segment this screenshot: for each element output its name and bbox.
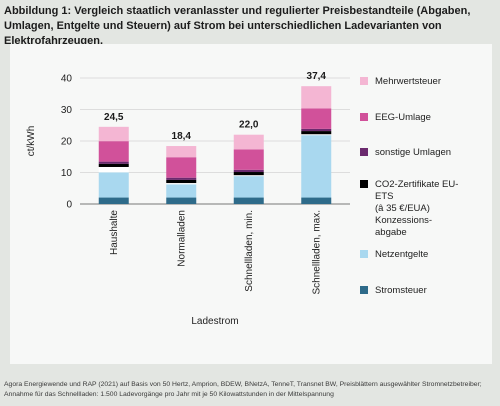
x-tick-label: Haushalte: [109, 210, 120, 255]
legend: Mehrwertsteuer EEG-Umlage sonstige Umlagen…: [360, 76, 458, 296]
legend-label: Mehrwertsteuer: [375, 76, 441, 87]
legend-label: EEG-Umlage: [375, 112, 431, 123]
bar-segment-eeg-umlage: [166, 157, 197, 178]
legend-swatch: [360, 113, 368, 121]
figure-title: Abbildung 1: Vergleich staatlich veranla…: [4, 5, 471, 47]
source-note: Agora Energiewende und RAP (2021) auf Ba…: [4, 381, 482, 398]
bar-segment-mehrwertsteuer: [98, 126, 129, 142]
bar-segment-mehrwertsteuer: [166, 146, 197, 158]
legend-label: sonstige Umlagen: [375, 147, 451, 158]
y-tick-label: 30: [61, 105, 73, 116]
x-tick-label: Schnellladen, max.: [311, 210, 322, 295]
total-label: 24,5: [104, 112, 124, 123]
y-tick-label: 20: [61, 137, 73, 148]
total-label: 37,4: [307, 71, 327, 82]
bar-segment-netzentgelte: [166, 184, 197, 198]
y-axis: 0 10 20 30 40: [61, 74, 73, 211]
x-tick-label: Schnellladen, min.: [244, 210, 255, 292]
bar-segment-konzessions-abgabe: [98, 166, 129, 173]
y-tick-label: 0: [66, 200, 72, 211]
bar-segment-stromsteuer: [166, 197, 197, 204]
bar-segment-stromsteuer: [233, 197, 264, 204]
bar-segment-sonstige-umlagen: [166, 177, 197, 180]
stacked-bar-chart: 24,5 18,4 22,0 37,4 0 10 20 30 40 Haushalte Norm…: [26, 71, 458, 327]
bar-segment-co2-zertifikate-eu-ets-35-eua-: [166, 179, 197, 184]
bars: 24,5 18,4 22,0 37,4: [98, 71, 332, 204]
bar-segment-netzentgelte: [233, 176, 264, 198]
total-label: 18,4: [172, 131, 192, 142]
x-tick-label: Normalladen: [176, 210, 187, 267]
bar-segment-konzessions-abgabe: [301, 134, 332, 136]
bar-segment-eeg-umlage: [98, 141, 129, 162]
legend-label: CO2-Zertifikate EU-ETS (â 35 €/EUA) Konzes…: [375, 179, 458, 238]
x-axis-label: Ladestrom: [191, 316, 238, 327]
bar-segment-sonstige-umlagen: [301, 128, 332, 132]
bar-segment-co2-zertifikate-eu-ets-35-eua-: [98, 163, 129, 167]
bar-segment-konzessions-abgabe: [166, 183, 197, 185]
bar-segment-co2-zertifikate-eu-ets-35-eua-: [301, 131, 332, 135]
total-label: 22,0: [239, 120, 259, 131]
bar-segment-stromsteuer: [301, 197, 332, 204]
bar-segment-eeg-umlage: [301, 108, 332, 129]
chart-panel: 24,5 18,4 22,0 37,4 0 10 20 30 40 Haushalte Norm…: [10, 44, 492, 364]
y-tick-label: 10: [61, 168, 73, 179]
bar-segment-sonstige-umlagen: [233, 169, 264, 173]
bar-segment-netzentgelte: [301, 135, 332, 198]
bar-segment-stromsteuer: [98, 197, 129, 204]
x-axis: Haushalte Normalladen Schnellladen, min. Sc…: [109, 210, 323, 295]
legend-swatch: [360, 286, 368, 294]
legend-swatch: [360, 180, 368, 188]
legend-swatch: [360, 148, 368, 156]
y-axis-label: ct/kWh: [26, 126, 37, 157]
bar-segment-mehrwertsteuer: [233, 134, 264, 150]
bar-segment-sonstige-umlagen: [98, 161, 129, 164]
y-tick-label: 40: [61, 74, 73, 85]
legend-swatch: [360, 77, 368, 85]
legend-label: Stromsteuer: [375, 285, 427, 296]
bar-segment-co2-zertifikate-eu-ets-35-eua-: [233, 172, 264, 176]
bar-segment-netzentgelte: [98, 172, 129, 198]
bar-segment-mehrwertsteuer: [301, 86, 332, 109]
bar-segment-eeg-umlage: [233, 149, 264, 170]
legend-label: Netzentgelte: [375, 249, 428, 260]
legend-swatch: [360, 250, 368, 258]
bar-segment-konzessions-abgabe: [233, 175, 264, 177]
